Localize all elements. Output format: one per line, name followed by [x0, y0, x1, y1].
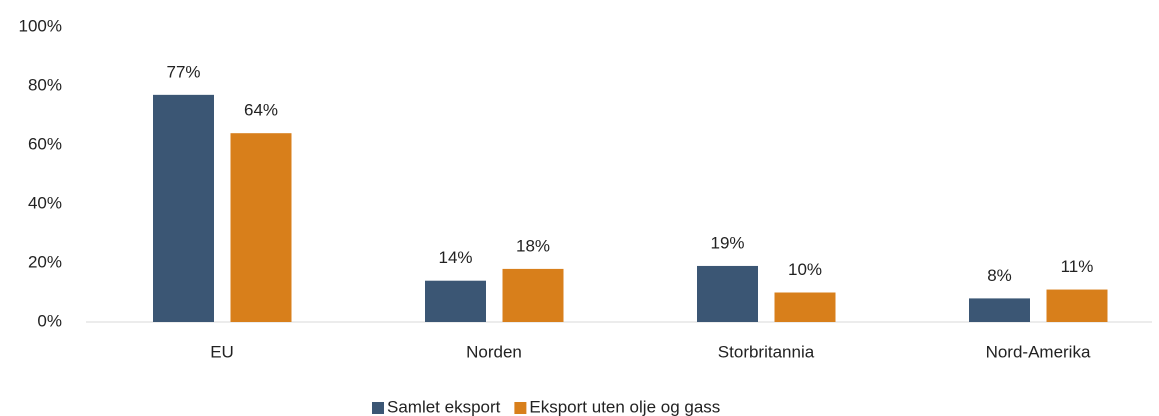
bar — [153, 94, 214, 322]
x-tick-label: Nord-Amerika — [986, 342, 1091, 361]
y-tick-label: 20% — [28, 252, 62, 271]
x-tick-label: Norden — [466, 342, 522, 361]
x-tick-label: Storbritannia — [718, 342, 815, 361]
y-tick-label: 40% — [28, 193, 62, 212]
bar — [425, 280, 486, 322]
y-tick-label: 80% — [28, 75, 62, 94]
bar — [1046, 289, 1108, 322]
y-tick-label: 60% — [28, 134, 62, 153]
y-tick-label: 0% — [37, 311, 62, 330]
value-label: 14% — [438, 248, 472, 267]
bar — [502, 268, 564, 322]
bar — [774, 292, 836, 322]
bar — [230, 133, 292, 322]
legend-label: Samlet eksport — [387, 397, 501, 416]
bar — [697, 265, 758, 322]
value-label: 11% — [1061, 257, 1094, 276]
bar — [969, 298, 1030, 322]
value-label: 18% — [516, 236, 550, 255]
value-label: 10% — [788, 260, 822, 279]
legend-swatch — [372, 402, 384, 414]
value-label: 19% — [710, 233, 744, 252]
x-tick-label: EU — [210, 342, 234, 361]
value-label: 8% — [987, 266, 1012, 285]
legend-label: Eksport uten olje og gass — [529, 397, 720, 416]
legend-swatch — [514, 402, 527, 414]
y-tick-label: 100% — [19, 16, 62, 35]
value-label: 77% — [166, 62, 200, 81]
value-label: 64% — [244, 101, 278, 120]
